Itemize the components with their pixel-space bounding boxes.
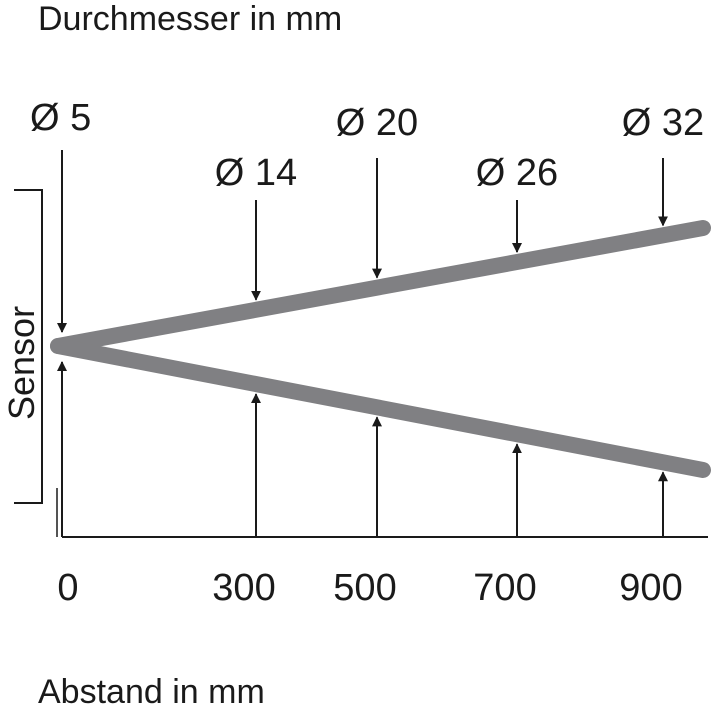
diameter-label-0: Ø 5	[30, 97, 91, 139]
diameter-label-900: Ø 32	[622, 102, 704, 144]
sensor-label: Sensor	[1, 306, 42, 420]
x-tick-label-700: 700	[473, 567, 536, 609]
diameter-markers: Ø 5 Ø 14 Ø 20 Ø 26 Ø 32 0 300 500 700 900	[30, 97, 704, 609]
x-tick-label-0: 0	[57, 567, 78, 609]
diameter-label-300: Ø 14	[215, 152, 297, 194]
x-axis-label: Abstand in mm	[38, 673, 265, 707]
x-tick-label-500: 500	[333, 567, 396, 609]
sensor-bracket	[14, 189, 43, 504]
diameter-label-700: Ø 26	[476, 152, 558, 194]
diameter-label-500: Ø 20	[336, 102, 418, 144]
beam-upper-edge	[50, 220, 711, 354]
diagram-title: Durchmesser in mm	[38, 0, 342, 38]
x-tick-label-300: 300	[212, 567, 275, 609]
beam-lower-edge	[50, 338, 711, 478]
x-tick-label-900: 900	[619, 567, 682, 609]
